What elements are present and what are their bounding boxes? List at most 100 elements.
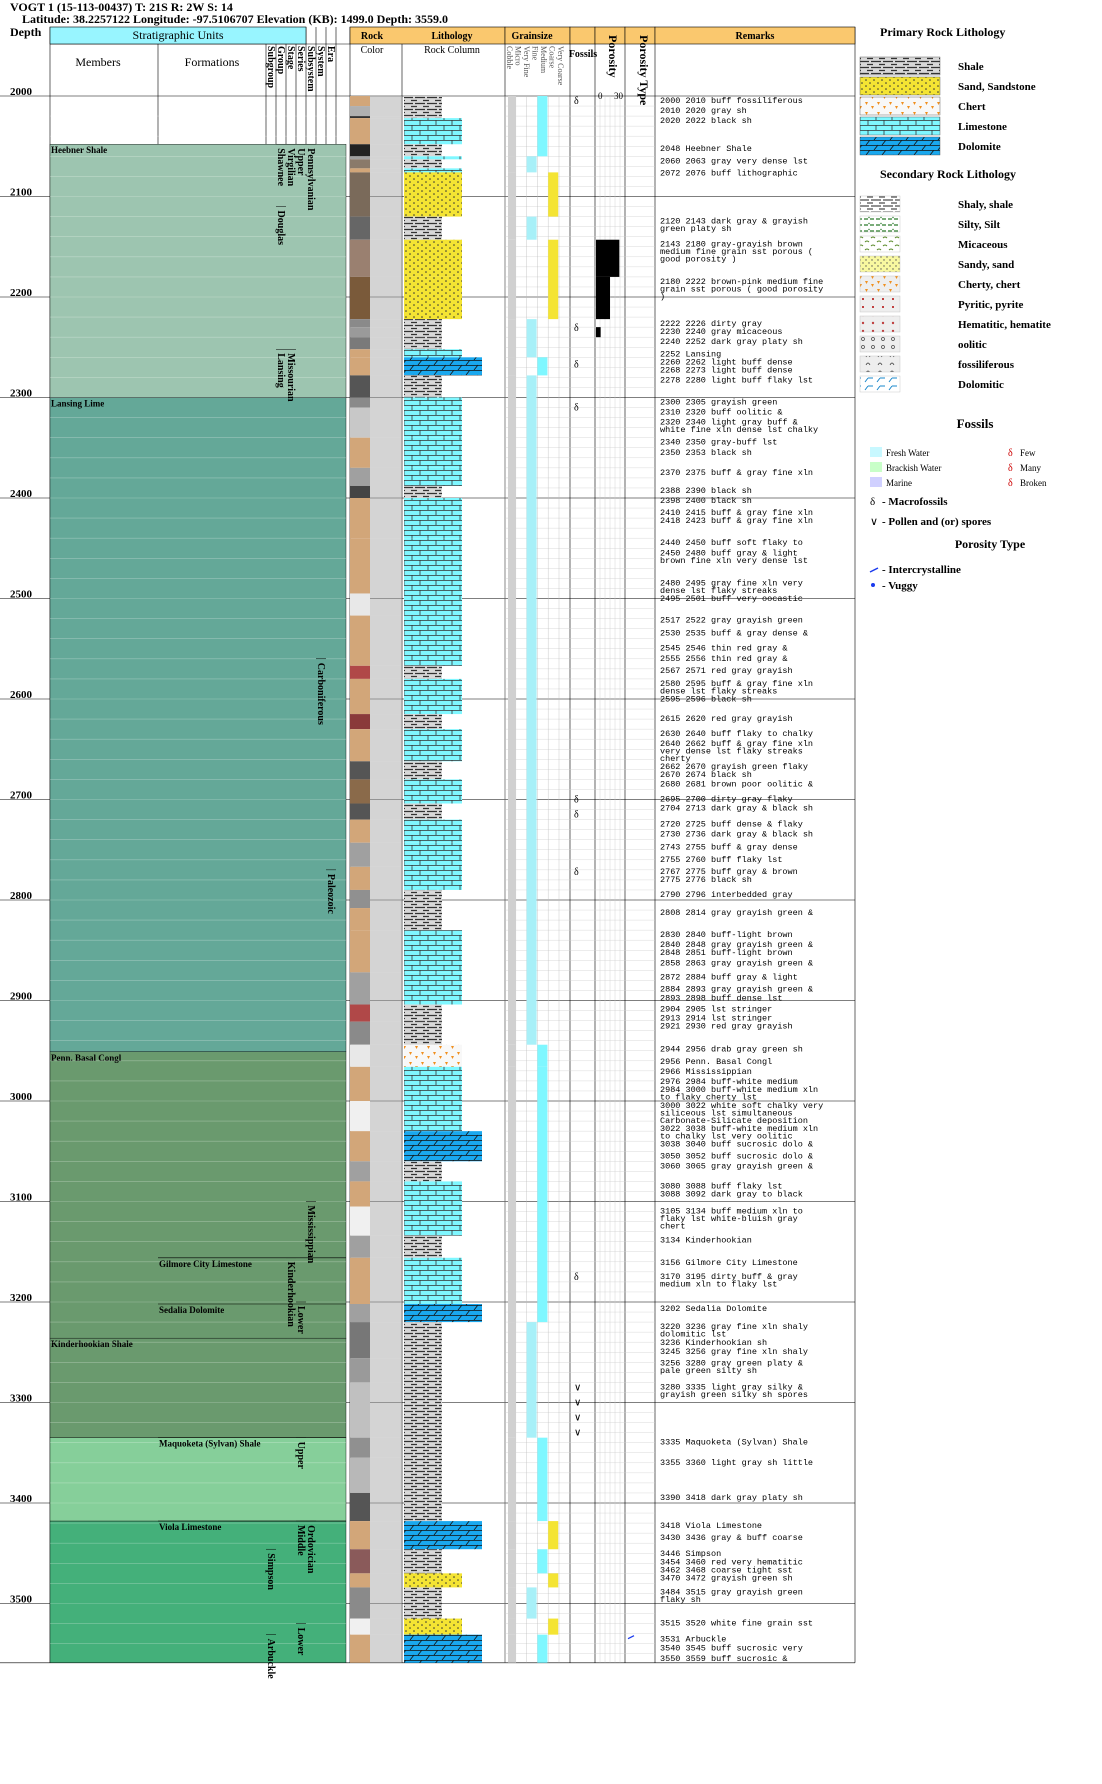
grain-class-header: Coarse <box>548 46 557 69</box>
rock-color-secondary <box>370 407 402 438</box>
rock-color-secondary <box>370 327 402 338</box>
remark-text: 2410 2415 buff & gray fine xln <box>660 508 813 518</box>
rock-column-interval <box>404 1161 442 1182</box>
rock-column-interval <box>404 337 442 350</box>
grain-base-bar <box>508 1573 516 1588</box>
grain-size-bar <box>548 1521 559 1550</box>
rock-column-interval <box>404 615 462 666</box>
rock-color-secondary <box>370 349 402 358</box>
rock-color-secondary <box>370 538 402 594</box>
rock-color-swatch <box>350 467 370 486</box>
rock-color-secondary <box>370 1066 402 1101</box>
legend-primary-title: Primary Rock Lithology <box>880 25 1005 39</box>
legend-porosity-type-label: - Vuggy <box>882 580 918 592</box>
legend-fossil-abund-icon: δ <box>1008 478 1013 489</box>
legend-swatch-sand <box>859 76 941 96</box>
grain-base-bar <box>508 156 516 173</box>
grain-size-bar <box>548 172 559 217</box>
grain-class-header: Very Coarse <box>556 46 565 86</box>
rock-color-secondary <box>370 375 402 398</box>
remark-text: 3000 3022 white soft chalky very siliceou… <box>660 1101 823 1126</box>
remark-line: 2730 2736 dark gray & black sh <box>660 830 813 840</box>
remark-text: 2000 2010 buff fossiliferous <box>660 96 803 106</box>
remark-line: flaky sh <box>660 1595 701 1605</box>
legend-secondary-swatch <box>859 295 901 313</box>
remark-text: 2976 2984 buff-white medium <box>660 1077 798 1087</box>
remark-line: 2984 3000 buff-white medium xln <box>660 1085 818 1095</box>
well-location: Latitude: 38.2257122 Longitude: -97.5106… <box>22 12 448 26</box>
remark-text: 3418 Viola Limestone <box>660 1521 762 1531</box>
rock-color-secondary <box>370 1131 402 1162</box>
legend-label: Shaly, shale <box>958 199 1013 211</box>
rank-label: Upper <box>295 148 306 176</box>
legend-fossil-abund-label: Many <box>1020 463 1041 473</box>
rock-column-interval <box>404 172 462 217</box>
remark-text: 3256 3280 gray green platy & pale green s… <box>660 1358 803 1376</box>
rock-column-interval <box>404 889 442 909</box>
remark-line: 2595 2596 black sh <box>660 694 752 704</box>
member-band <box>49 397 347 1052</box>
remark-line: 2921 2930 red gray grayish <box>660 1022 793 1032</box>
rock-color-secondary <box>370 156 402 160</box>
rock-color-secondary <box>370 116 402 119</box>
remark-line: 2230 2240 gray micaceous <box>660 327 782 337</box>
rock-color-secondary <box>370 761 402 780</box>
rock-color-secondary <box>370 593 402 616</box>
rock-column-interval <box>404 930 462 973</box>
legend-porosity-title: Porosity Type <box>955 537 1026 551</box>
rock-color-secondary <box>370 1044 402 1067</box>
rock-color-swatch <box>350 803 370 820</box>
legend-secondary-swatch <box>859 375 901 393</box>
formation-label: Gilmore City Limestone <box>159 1259 252 1269</box>
macrofossil-symbol: δ <box>574 810 579 821</box>
remark-text: 2120 2143 dark gray & grayish green platy… <box>660 217 808 235</box>
rock-color-swatch <box>350 866 370 890</box>
rank-label: Lansing <box>275 353 286 387</box>
rock-color-secondary <box>370 144 402 157</box>
remark-text: 3134 Kinderhookian <box>660 1236 752 1246</box>
rock-color-swatch <box>350 1161 370 1182</box>
remark-line: 3540 3545 buff sucrosic very <box>660 1644 803 1654</box>
rock-column-interval <box>404 1322 442 1359</box>
rock-column-interval <box>404 375 442 398</box>
legend-secondary-swatch <box>859 235 901 253</box>
remark-text: 3050 3052 buff sucrosic dolo & <box>660 1151 813 1161</box>
remark-text: 3446 Simpson <box>660 1549 721 1559</box>
remark-line: 2662 2670 grayish green flaky <box>660 762 808 772</box>
member-label: Lansing Lime <box>51 399 104 409</box>
rank-label: Lower <box>295 1628 306 1656</box>
grain-size-bar <box>548 1573 559 1588</box>
remark-line: 3080 3088 buff flaky lst <box>660 1181 782 1191</box>
rock-color-secondary <box>370 118 402 145</box>
remark-text: 2730 2736 dark gray & black sh <box>660 830 813 840</box>
remark-text: 2904 2905 lst stringer <box>660 1005 772 1015</box>
remark-line: 3335 Maquoketa (Sylvan) Shale <box>660 1438 808 1448</box>
remark-text: 2143 2180 gray-grayish brown medium fine … <box>660 240 813 265</box>
remark-line: 2180 2222 brown-pink medium fine <box>660 277 823 287</box>
remark-text: 2370 2375 buff & gray fine xln <box>660 468 813 478</box>
rock-color-swatch <box>350 1634 370 1663</box>
remark-text: 2966 Mississippian <box>660 1067 752 1077</box>
remark-line: 2418 2423 buff & gray fine xln <box>660 516 813 526</box>
depth-tick-label: 3000 <box>10 1091 33 1103</box>
grain-size-bar <box>537 1044 548 1067</box>
remark-line: 2340 2350 gray-buff lst <box>660 438 777 448</box>
rock-color-swatch <box>350 729 370 762</box>
remark-text: 2388 2390 black sh <box>660 486 752 496</box>
legend-secondary-title: Secondary Rock Lithology <box>880 167 1016 181</box>
grain-class-header: Fine <box>531 46 540 61</box>
rock-color-secondary <box>370 276 402 320</box>
rock-column-interval <box>404 1235 442 1258</box>
rock-color-swatch <box>350 1235 370 1258</box>
legend-fossil-env-swatch <box>870 477 882 487</box>
porosity-type-mark <box>627 1635 635 1640</box>
rock-color-secondary <box>370 1618 402 1635</box>
remark-line: medium fine grain sst porous ( <box>660 247 813 257</box>
remark-text: 2662 2670 grayish green flaky <box>660 762 808 772</box>
remark-text: 3280 3335 light gray silky & grayish gree… <box>660 1382 808 1400</box>
legend-fossil-abund-icon: δ <box>1008 463 1013 474</box>
legend-fossil-env-swatch <box>870 462 882 472</box>
rank-label: Carboniferous <box>315 663 326 725</box>
remark-text: 3335 Maquoketa (Sylvan) Shale <box>660 1438 808 1448</box>
remark-line: 2893 2898 buff dense lst <box>660 993 782 1003</box>
